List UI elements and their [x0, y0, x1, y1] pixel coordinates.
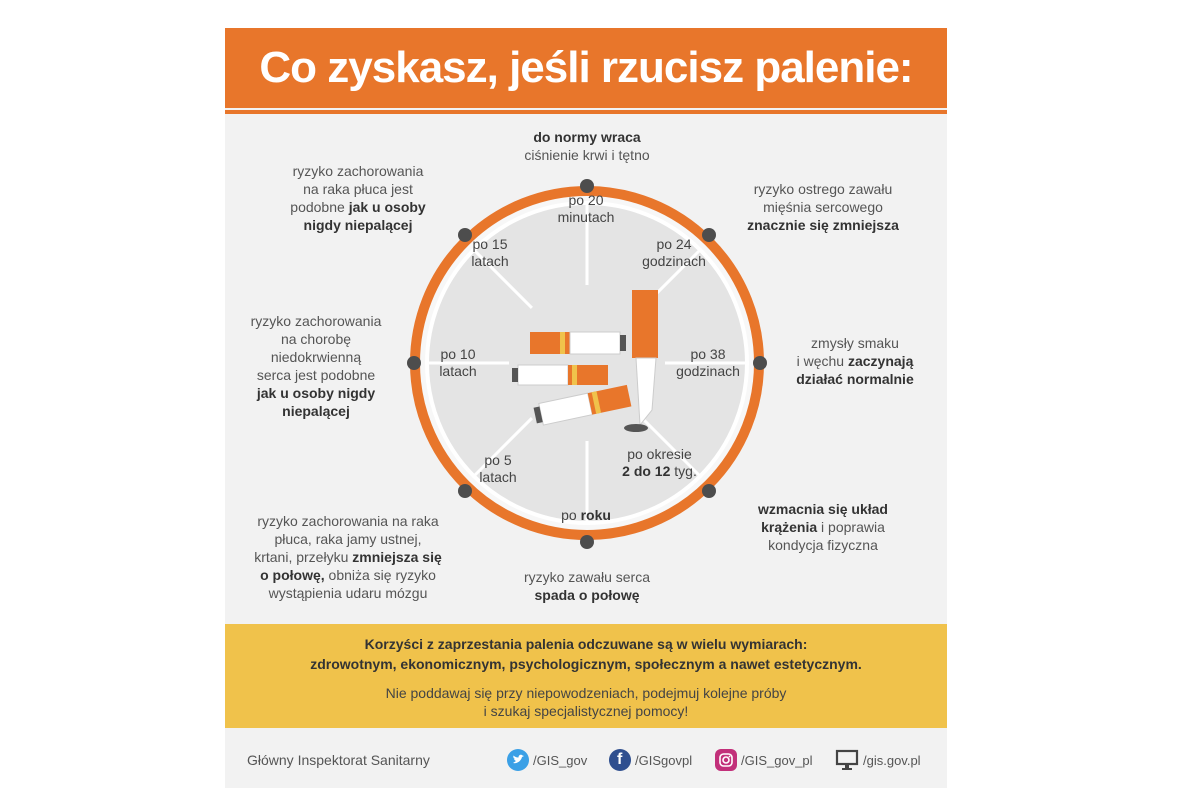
organization-name: Główny Inspektorat Sanitarny [247, 752, 430, 768]
time-label-24h: po 24 godzinach [642, 236, 706, 269]
monitor-icon [835, 749, 859, 771]
twitter-icon [507, 749, 529, 771]
wheel-markers [407, 179, 767, 549]
page-title: Co zyskasz, jeśli rzucisz palenie: [259, 43, 913, 92]
benefits-heading: Korzyści z zaprzestania palenia odczuwan… [310, 636, 862, 672]
desc-20min: do normy wraca ciśnienie krwi i tętno [524, 129, 650, 163]
desc-10y: ryzyko zachorowania na chorobę niedokrwi… [250, 313, 382, 419]
marker-dot [753, 356, 767, 370]
facebook-link[interactable]: f /GISgovpl [609, 749, 692, 771]
marker-dot [702, 228, 716, 242]
time-label-38h: po 38 godzinach [676, 346, 740, 379]
desc-15y: ryzyko zachorowania na raka płuca jest p… [290, 163, 426, 233]
title-divider [225, 110, 947, 114]
marker-dot [702, 484, 716, 498]
desc-38h: zmysły smaku i węchu zaczynają działać n… [796, 335, 914, 387]
marker-dot [580, 535, 594, 549]
time-label-10y: po 10 latach [439, 346, 477, 379]
time-label-1y: po roku [561, 507, 611, 523]
time-label-20min: po 20 minutach [557, 192, 615, 225]
marker-dot [458, 484, 472, 498]
time-label-15y: po 15 latach [471, 236, 509, 269]
desc-2-12w: wzmacnia się układ krążenia i poprawia k… [758, 501, 888, 553]
desc-24h: ryzyko ostrego zawału mięśnia sercowego … [747, 181, 899, 233]
cigarettes-illustration [512, 290, 658, 432]
twitter-link[interactable]: /GIS_gov [507, 749, 587, 771]
marker-dot [458, 228, 472, 242]
marker-dot [407, 356, 421, 370]
desc-5y: ryzyko zachorowania na raka płuca, raka … [254, 513, 442, 601]
time-label-5y: po 5 latach [479, 452, 517, 485]
desc-1y: ryzyko zawału serca spada o połowę [523, 569, 651, 603]
instagram-link[interactable]: /GIS_gov_pl [715, 749, 813, 771]
time-label-2-12w: po okresie 2 do 12 tyg. [622, 446, 697, 479]
website-link[interactable]: /gis.gov.pl [835, 749, 921, 771]
title-bar: Co zyskasz, jeśli rzucisz palenie: [225, 28, 947, 108]
facebook-icon: f [609, 749, 631, 771]
instagram-icon [715, 749, 737, 771]
marker-dot [580, 179, 594, 193]
benefits-banner: Korzyści z zaprzestania palenia odczuwan… [225, 624, 947, 728]
footer: Główny Inspektorat Sanitarny /GIS_gov f … [225, 738, 947, 782]
encouragement-text: Nie poddawaj się przy niepowodzeniach, p… [385, 685, 787, 719]
